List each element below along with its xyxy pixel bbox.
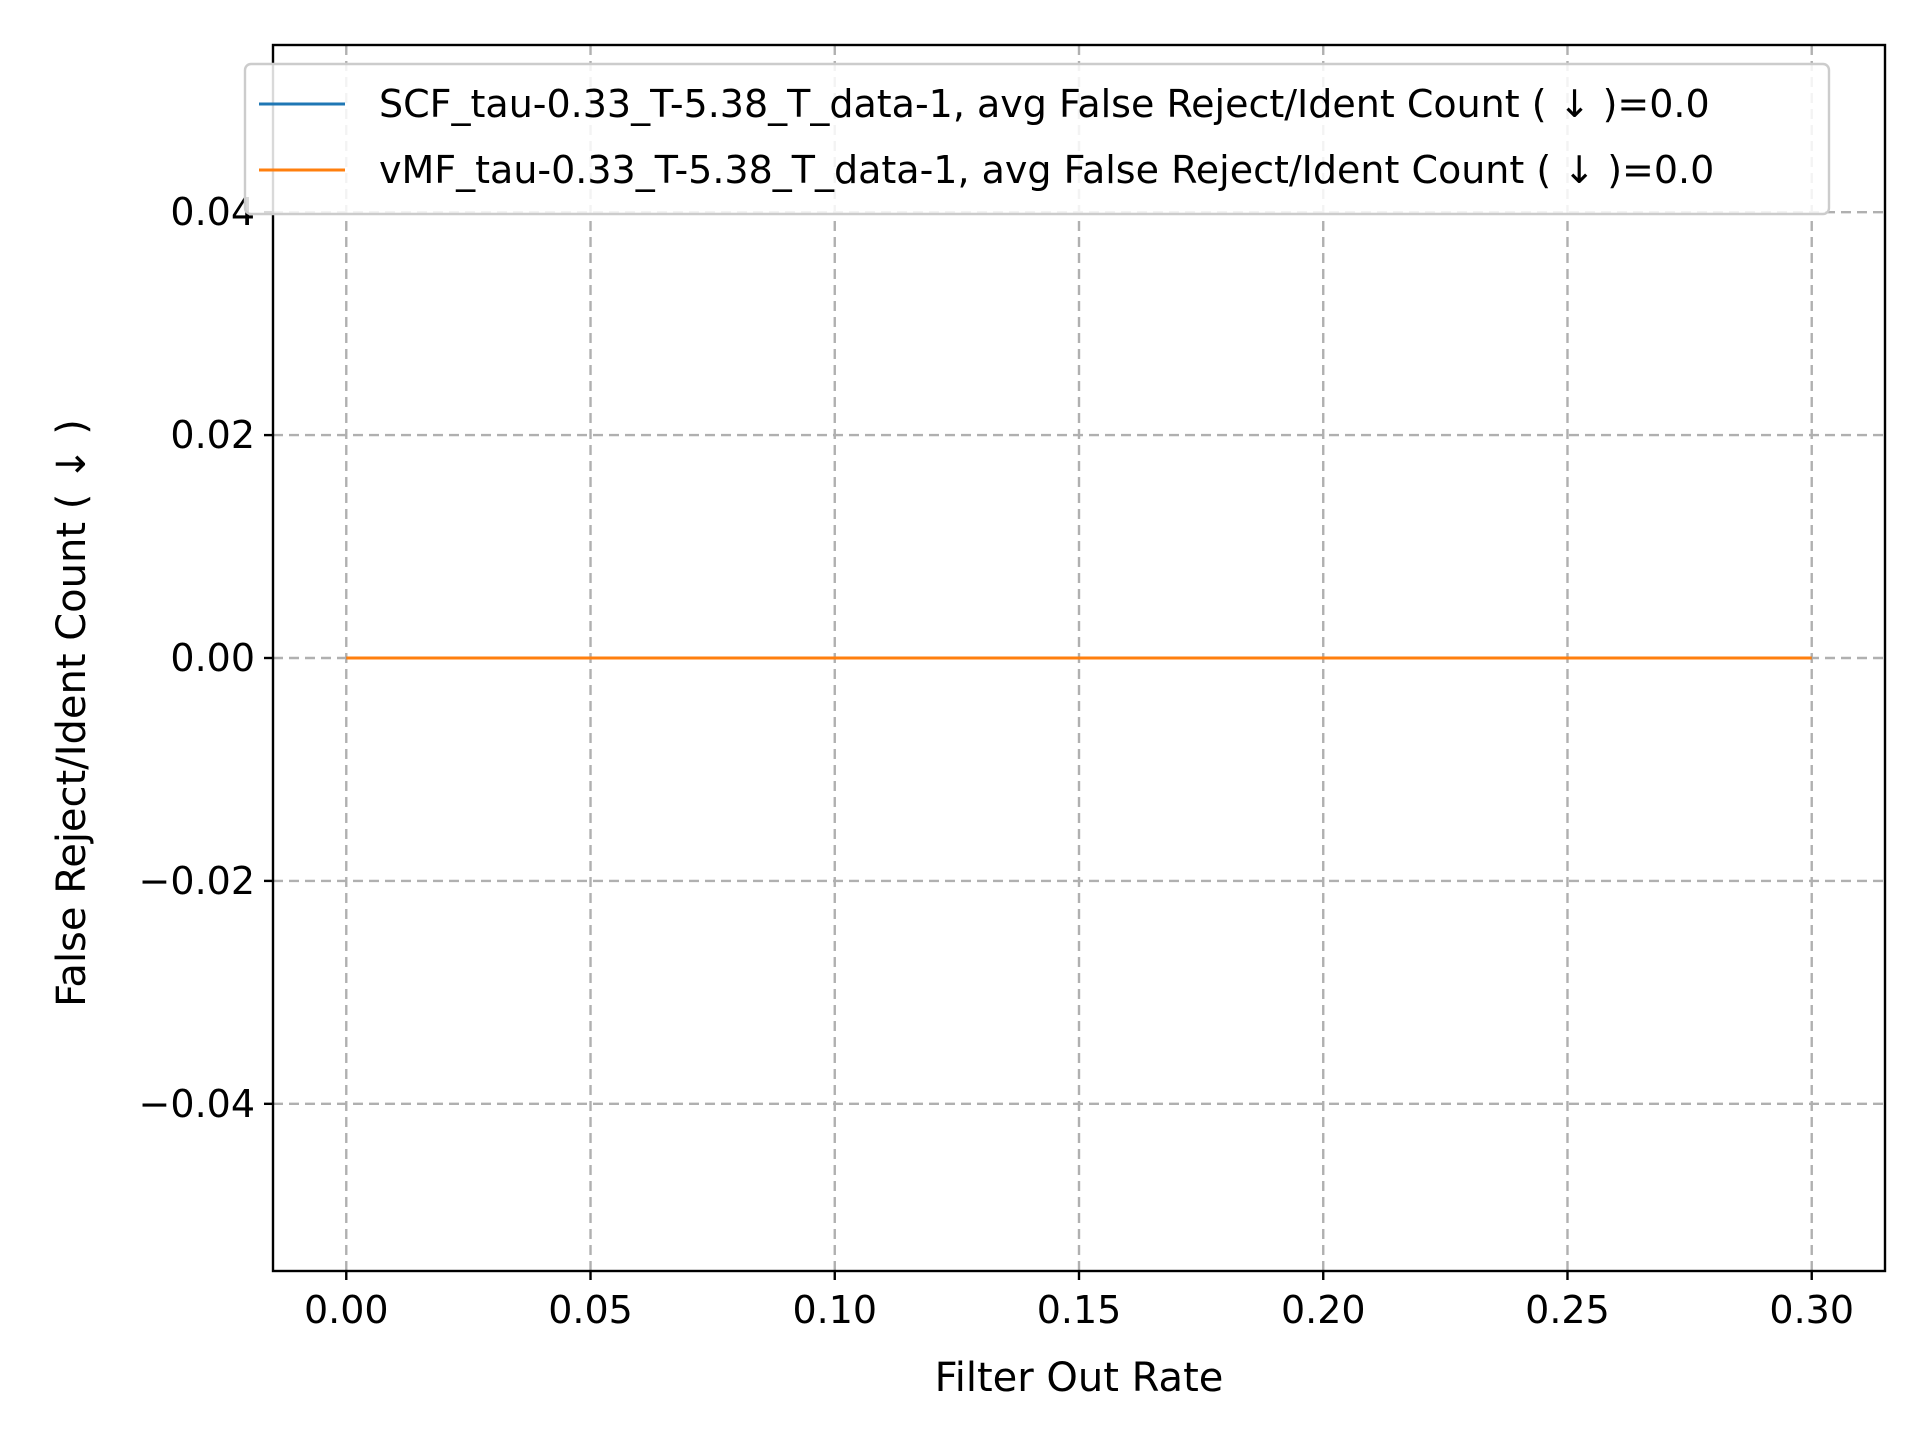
legend-label: vMF_tau-0.33_T-5.38_T_data-1, avg False … bbox=[379, 148, 1714, 192]
y-tick-label: −0.04 bbox=[139, 1082, 255, 1126]
x-axis-label: Filter Out Rate bbox=[935, 1355, 1224, 1401]
legend: SCF_tau-0.33_T-5.38_T_data-1, avg False … bbox=[243, 62, 1831, 216]
y-tick-label: −0.02 bbox=[139, 859, 255, 903]
x-tick-label: 0.25 bbox=[1525, 1288, 1610, 1332]
x-tick-label: 0.00 bbox=[304, 1288, 389, 1332]
y-axis-ticks: −0.04 −0.02 0.00 0.02 0.04 bbox=[139, 190, 273, 1126]
x-tick-label: 0.10 bbox=[792, 1288, 877, 1332]
x-tick-label: 0.20 bbox=[1281, 1288, 1366, 1332]
y-tick-label: 0.00 bbox=[170, 636, 255, 680]
legend-label: SCF_tau-0.33_T-5.38_T_data-1, avg False … bbox=[379, 82, 1710, 126]
x-tick-label: 0.15 bbox=[1037, 1288, 1122, 1332]
x-axis-ticks: 0.00 0.05 0.10 0.15 0.20 0.25 0.30 bbox=[304, 1271, 1854, 1332]
y-tick-label: 0.04 bbox=[170, 190, 255, 234]
x-tick-label: 0.05 bbox=[548, 1288, 633, 1332]
y-tick-label: 0.02 bbox=[170, 413, 255, 457]
x-tick-label: 0.30 bbox=[1769, 1288, 1854, 1332]
legend-box bbox=[243, 62, 1831, 216]
y-axis-label: False Reject/Ident Count ( ↓ ) bbox=[49, 419, 95, 1007]
